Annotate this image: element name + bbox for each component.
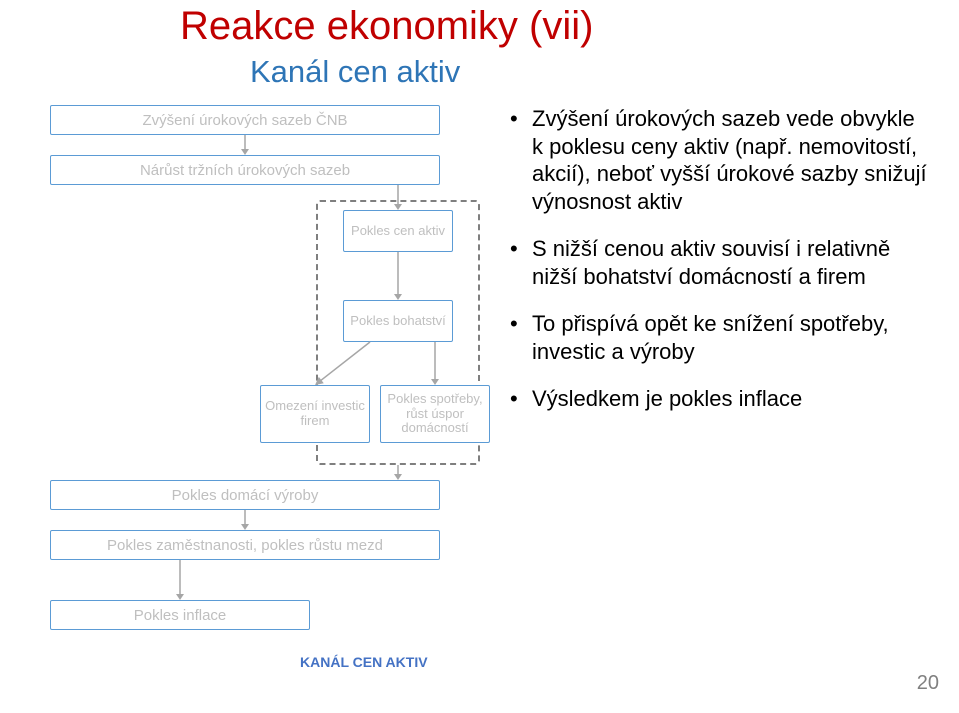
arrow <box>174 560 186 600</box>
slide-title: Reakce ekonomiky (vii) <box>180 4 593 49</box>
box-spotr: Pokles spotřeby, růst úspor domácností <box>380 385 490 443</box>
bar-vyroba: Pokles domácí výroby <box>50 480 440 510</box>
arrow <box>392 465 404 480</box>
slide-subtitle: Kanál cen aktiv <box>250 54 460 90</box>
bullet-item: To přispívá opět ke snížení spotřeby, in… <box>510 310 930 365</box>
arrow <box>239 135 251 155</box>
bar-trzni: Nárůst tržních úrokových sazeb <box>50 155 440 185</box>
bar-cnb-label: Zvýšení úrokových sazeb ČNB <box>142 112 347 129</box>
box-invest: Omezení investic firem <box>260 385 370 443</box>
bar-zam: Pokles zaměstnanosti, pokles růstu mezd <box>50 530 440 560</box>
box-cen-aktiv: Pokles cen aktiv <box>343 210 453 252</box>
page-number: 20 <box>917 672 939 695</box>
bar-zam-label: Pokles zaměstnanosti, pokles růstu mezd <box>107 537 383 554</box>
bullet-list: Zvýšení úrokových sazeb vede obvykle k p… <box>510 105 930 433</box>
box-bohat-label: Pokles bohatství <box>350 314 445 329</box>
box-bohat: Pokles bohatství <box>343 300 453 342</box>
arrow <box>239 510 251 530</box>
bar-infl: Pokles inflace <box>50 600 310 630</box>
bar-infl-label: Pokles inflace <box>134 607 227 624</box>
bar-trzni-label: Nárůst tržních úrokových sazeb <box>140 162 350 179</box>
box-spotr-label: Pokles spotřeby, růst úspor domácností <box>383 392 487 437</box>
channel-label: KANÁL CEN AKTIV <box>300 654 428 670</box>
box-invest-label: Omezení investic firem <box>263 399 367 429</box>
box-cen-aktiv-label: Pokles cen aktiv <box>351 224 445 239</box>
flow-diagram: Zvýšení úrokových sazeb ČNB Nárůst tržníc… <box>50 105 480 665</box>
bar-vyroba-label: Pokles domácí výroby <box>172 487 319 504</box>
bullet-item: S nižší cenou aktiv souvisí i relativně … <box>510 235 930 290</box>
bullet-item: Výsledkem je pokles inflace <box>510 385 930 413</box>
bar-cnb: Zvýšení úrokových sazeb ČNB <box>50 105 440 135</box>
bullet-item: Zvýšení úrokových sazeb vede obvykle k p… <box>510 105 930 215</box>
